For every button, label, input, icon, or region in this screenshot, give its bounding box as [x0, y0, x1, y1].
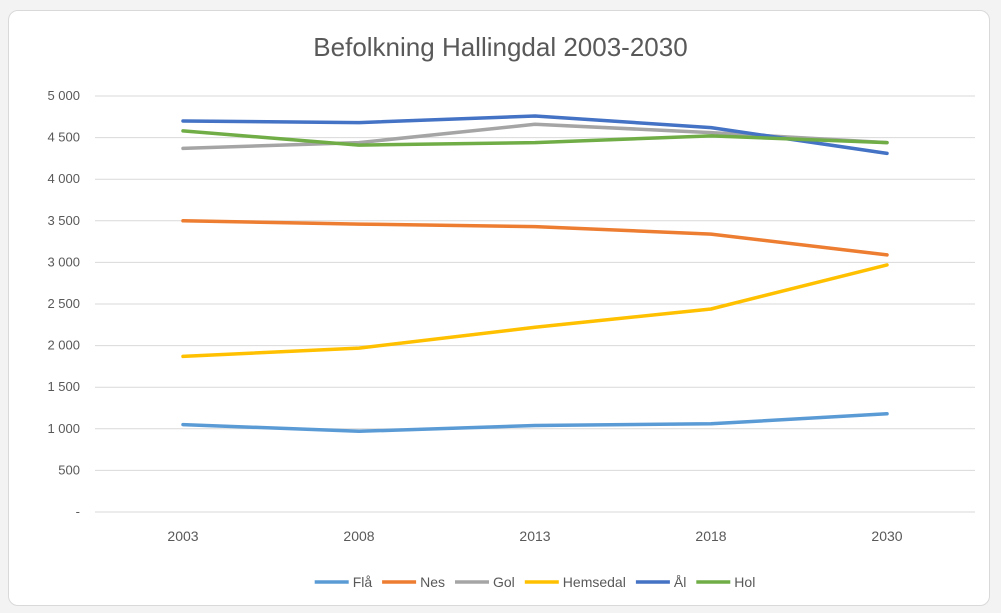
series-line-3: [181, 263, 889, 359]
legend-item: Ål: [635, 574, 686, 590]
series-lines: [181, 114, 889, 434]
legend-item: Gol: [455, 574, 515, 590]
y-tick-label: 1 500: [47, 379, 80, 394]
y-tick-label: 5 000: [47, 88, 80, 103]
x-tick-label: 2008: [343, 528, 374, 544]
legend-item: Nes: [382, 574, 445, 590]
y-tick-label: 4 500: [47, 130, 80, 145]
legend: Flå Nes Gol Hemsedal Ål Hol: [314, 574, 755, 590]
legend-item: Hemsedal: [524, 574, 626, 590]
y-tick-label: 2 000: [47, 338, 80, 353]
series-line-1: [181, 219, 889, 257]
series-line-0: [181, 412, 889, 434]
chart-title: Befolkning Hallingdal 2003-2030: [313, 32, 688, 62]
x-tick-label: 2003: [167, 528, 198, 544]
legend-label: Hol: [734, 574, 755, 590]
x-axis: 2003 2008 2013 2018 2030: [167, 528, 902, 544]
legend-label: Ål: [674, 574, 686, 590]
series-line-5: [181, 129, 889, 147]
y-tick-label: 3 000: [47, 254, 80, 269]
x-tick-label: 2030: [871, 528, 902, 544]
legend-label: Nes: [420, 574, 445, 590]
y-tick-label: 3 500: [47, 213, 80, 228]
gridlines: [95, 95, 975, 513]
legend-label: Hemsedal: [563, 574, 626, 590]
legend-item: Hol: [696, 574, 755, 590]
legend-item: Flå: [314, 574, 373, 590]
y-tick-label: 1 000: [47, 421, 80, 436]
legend-label: Flå: [353, 574, 373, 590]
series-line-4: [181, 114, 889, 156]
legend-label: Gol: [493, 574, 515, 590]
y-tick-label: -: [76, 504, 80, 519]
chart-area: [8, 10, 990, 606]
x-tick-label: 2013: [519, 528, 550, 544]
y-tick-label: 4 000: [47, 171, 80, 186]
y-tick-label: 2 500: [47, 296, 80, 311]
x-tick-label: 2018: [695, 528, 726, 544]
y-axis: - 500 1 000 1 500 2 000 2 500 3 000 3 500 4 000 4…: [47, 88, 80, 519]
y-tick-label: 500: [58, 462, 80, 477]
